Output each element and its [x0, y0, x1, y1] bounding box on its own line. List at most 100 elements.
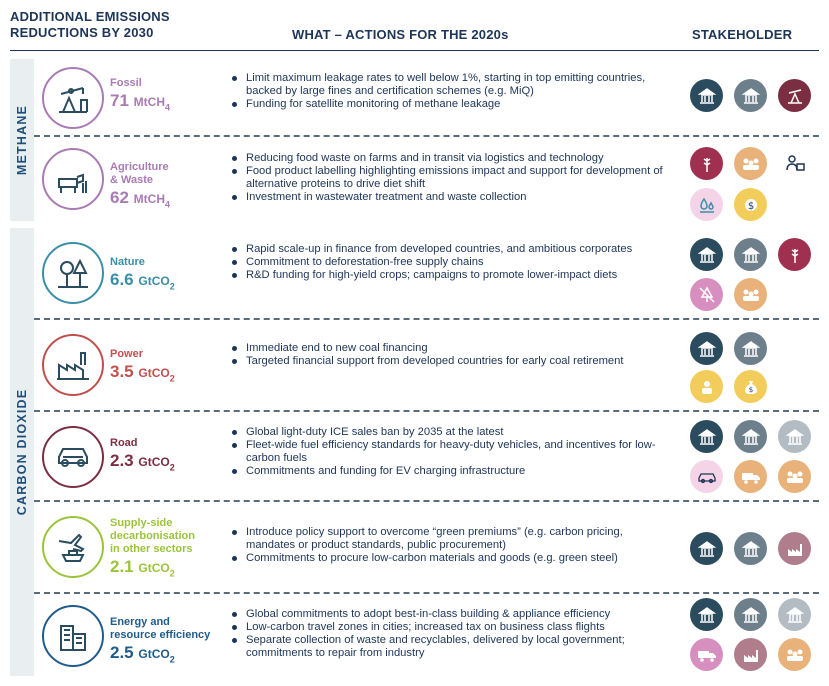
action-item: Commitments and funding for EV charging … [230, 465, 670, 478]
water-icon [690, 188, 723, 221]
government-icon [734, 238, 767, 271]
section-co2-label: CARBON DIOXIDE [15, 388, 29, 516]
action-item: Introduce policy support to overcome “gr… [230, 526, 670, 552]
row-power: Power 3.5 GtCO2 Immediate end to new coa… [34, 320, 819, 412]
government-icon [734, 332, 767, 365]
action-list: Immediate end to new coal financing Targ… [230, 342, 670, 368]
industry-icon [734, 638, 767, 671]
row-label: Energy and resource efficiency 2.5 GtCO2 [110, 616, 210, 668]
section-carbon-dioxide: CARBON DIOXIDE [10, 228, 34, 676]
action-item: Rapid scale-up in finance from developed… [230, 243, 670, 256]
row-label: Supply-side decarbonisation in other sec… [110, 517, 195, 582]
row-name-line2: decarbonisation [110, 530, 195, 542]
action-list: Limit maximum leakage rates to well belo… [230, 72, 670, 111]
section-methane-label: METHANE [15, 104, 29, 176]
action-item: Immediate end to new coal financing [230, 342, 670, 355]
row-agriculture-waste: Agriculture & Waste 62 MtCH4 Reducing fo… [34, 137, 819, 221]
action-item: Fleet-wide fuel efficiency standards for… [230, 439, 670, 465]
action-item: Global commitments to adopt best-in-clas… [230, 608, 670, 621]
svg-text:$: $ [748, 386, 752, 394]
retailer-icon [778, 147, 811, 180]
row-name-line2: resource efficiency [110, 629, 211, 641]
money-bag-icon: $ [734, 370, 767, 403]
row-value: 3.5 GtCO2 [110, 362, 175, 384]
row-label: Agriculture & Waste 62 MtCH4 [110, 161, 170, 213]
header-left-line2: REDUCTIONS BY 2030 [10, 25, 154, 40]
row-divider [34, 500, 819, 502]
cow-farm-icon [42, 148, 104, 210]
government-icon [690, 332, 723, 365]
action-list: Global light-duty ICE sales ban by 2035 … [230, 426, 670, 478]
plane-ship-icon [42, 516, 104, 578]
row-name-line1: Energy and [110, 616, 170, 628]
row-fossil: Fossil 71 MtCH4 Limit maximum leakage ra… [34, 59, 819, 137]
government-icon [734, 532, 767, 565]
consumers-icon [778, 460, 811, 493]
row-divider [34, 410, 819, 412]
government-icon [690, 532, 723, 565]
government-icon [690, 79, 723, 112]
row-nature: Nature 6.6 GtCO2 Rapid scale-up in finan… [34, 228, 819, 320]
row-divider [34, 135, 819, 137]
row-name-line1: Agriculture [110, 161, 169, 173]
consumers-icon [734, 147, 767, 180]
action-list: Introduce policy support to overcome “gr… [230, 526, 670, 565]
oil-pump-icon [42, 67, 104, 129]
truck-icon [734, 460, 767, 493]
investor-icon [690, 370, 723, 403]
government-icon [734, 420, 767, 453]
government-icon [778, 420, 811, 453]
row-supply-side: Supply-side decarbonisation in other sec… [34, 502, 819, 594]
action-item: Funding for satellite monitoring of meth… [230, 98, 670, 111]
oil-industry-icon [778, 79, 811, 112]
row-name: Fossil [110, 77, 142, 89]
row-name-line2: & Waste [110, 174, 153, 186]
government-icon [690, 598, 723, 631]
action-item: Global light-duty ICE sales ban by 2035 … [230, 426, 670, 439]
government-icon [734, 598, 767, 631]
government-icon [778, 598, 811, 631]
row-value: 62 MtCH4 [110, 188, 170, 210]
row-name: Power [110, 348, 144, 360]
row-label: Power 3.5 GtCO2 [110, 348, 175, 387]
wheat-icon [690, 147, 723, 180]
consumers-icon [778, 638, 811, 671]
action-list: Global commitments to adopt best-in-clas… [230, 608, 670, 660]
action-item: Low-carbon travel zones in cities; incre… [230, 621, 670, 634]
consumers-icon [734, 278, 767, 311]
action-item: Targeted financial support from develope… [230, 355, 670, 368]
action-item: Limit maximum leakage rates to well belo… [230, 72, 670, 98]
action-item: Food product labelling highlighting emis… [230, 165, 670, 191]
deforestation-icon [690, 278, 723, 311]
factory-icon [42, 334, 104, 396]
finance-icon: $ [734, 188, 767, 221]
row-name: Road [110, 437, 138, 449]
header-left-line1: ADDITIONAL EMISSIONS [10, 9, 170, 24]
row-divider [34, 592, 819, 594]
row-name-line3: in other sectors [110, 543, 193, 555]
action-item: Investment in wastewater treatment and w… [230, 191, 670, 204]
header-actions-title: WHAT – ACTIONS FOR THE 2020s [292, 27, 509, 42]
car-icon [690, 460, 723, 493]
row-energy-efficiency: Energy and resource efficiency 2.5 GtCO2… [34, 594, 819, 676]
row-value: 2.3 GtCO2 [110, 451, 175, 473]
row-road: Road 2.3 GtCO2 Global light-duty ICE sal… [34, 412, 819, 502]
industry-icon [778, 532, 811, 565]
action-list: Rapid scale-up in finance from developed… [230, 243, 670, 282]
trees-icon [42, 242, 104, 304]
row-label: Fossil 71 MtCH4 [110, 77, 170, 116]
action-item: R&D funding for high-yield crops; campai… [230, 269, 670, 282]
section-methane: METHANE [10, 59, 34, 221]
header-left-title: ADDITIONAL EMISSIONS REDUCTIONS BY 2030 [10, 9, 210, 41]
action-item: Reducing food waste on farms and in tran… [230, 152, 670, 165]
row-value: 2.1 GtCO2 [110, 557, 175, 579]
action-item: Commitments to procure low-carbon materi… [230, 552, 670, 565]
row-value: 6.6 GtCO2 [110, 270, 175, 292]
row-value: 2.5 GtCO2 [110, 643, 175, 665]
building-icon [42, 605, 104, 667]
government-icon [734, 79, 767, 112]
row-name-line1: Supply-side [110, 517, 173, 529]
row-label: Nature 6.6 GtCO2 [110, 256, 175, 295]
car-icon [42, 426, 104, 488]
header-divider [10, 50, 819, 51]
